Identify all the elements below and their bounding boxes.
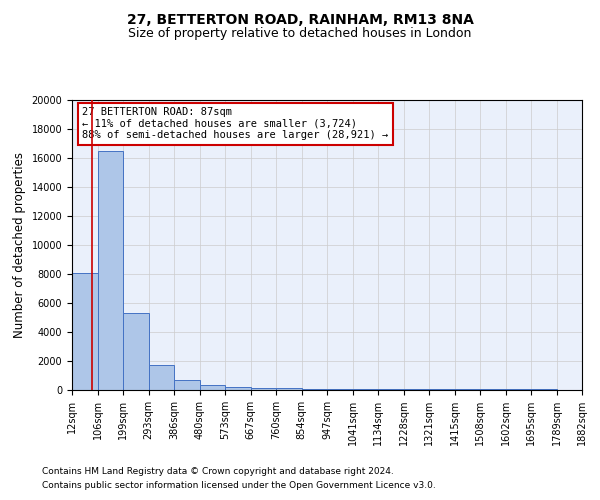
Bar xyxy=(302,388,327,390)
Bar xyxy=(123,313,149,390)
Text: 27 BETTERTON ROAD: 87sqm
← 11% of detached houses are smaller (3,724)
88% of sem: 27 BETTERTON ROAD: 87sqm ← 11% of detach… xyxy=(82,108,388,140)
Bar xyxy=(251,388,276,390)
Bar xyxy=(98,151,123,390)
Y-axis label: Number of detached properties: Number of detached properties xyxy=(13,152,26,338)
Text: 27, BETTERTON ROAD, RAINHAM, RM13 8NA: 27, BETTERTON ROAD, RAINHAM, RM13 8NA xyxy=(127,12,473,26)
Bar xyxy=(276,388,302,390)
Bar xyxy=(174,380,200,390)
Text: Size of property relative to detached houses in London: Size of property relative to detached ho… xyxy=(128,28,472,40)
Bar xyxy=(225,387,251,390)
Bar xyxy=(200,385,225,390)
Bar xyxy=(72,272,98,390)
Bar xyxy=(455,389,480,390)
Text: Contains public sector information licensed under the Open Government Licence v3: Contains public sector information licen… xyxy=(42,481,436,490)
Bar xyxy=(149,366,174,390)
Bar xyxy=(404,389,429,390)
Bar xyxy=(378,389,404,390)
Bar xyxy=(353,389,378,390)
Bar xyxy=(327,388,353,390)
Text: Contains HM Land Registry data © Crown copyright and database right 2024.: Contains HM Land Registry data © Crown c… xyxy=(42,467,394,476)
Bar xyxy=(429,389,455,390)
